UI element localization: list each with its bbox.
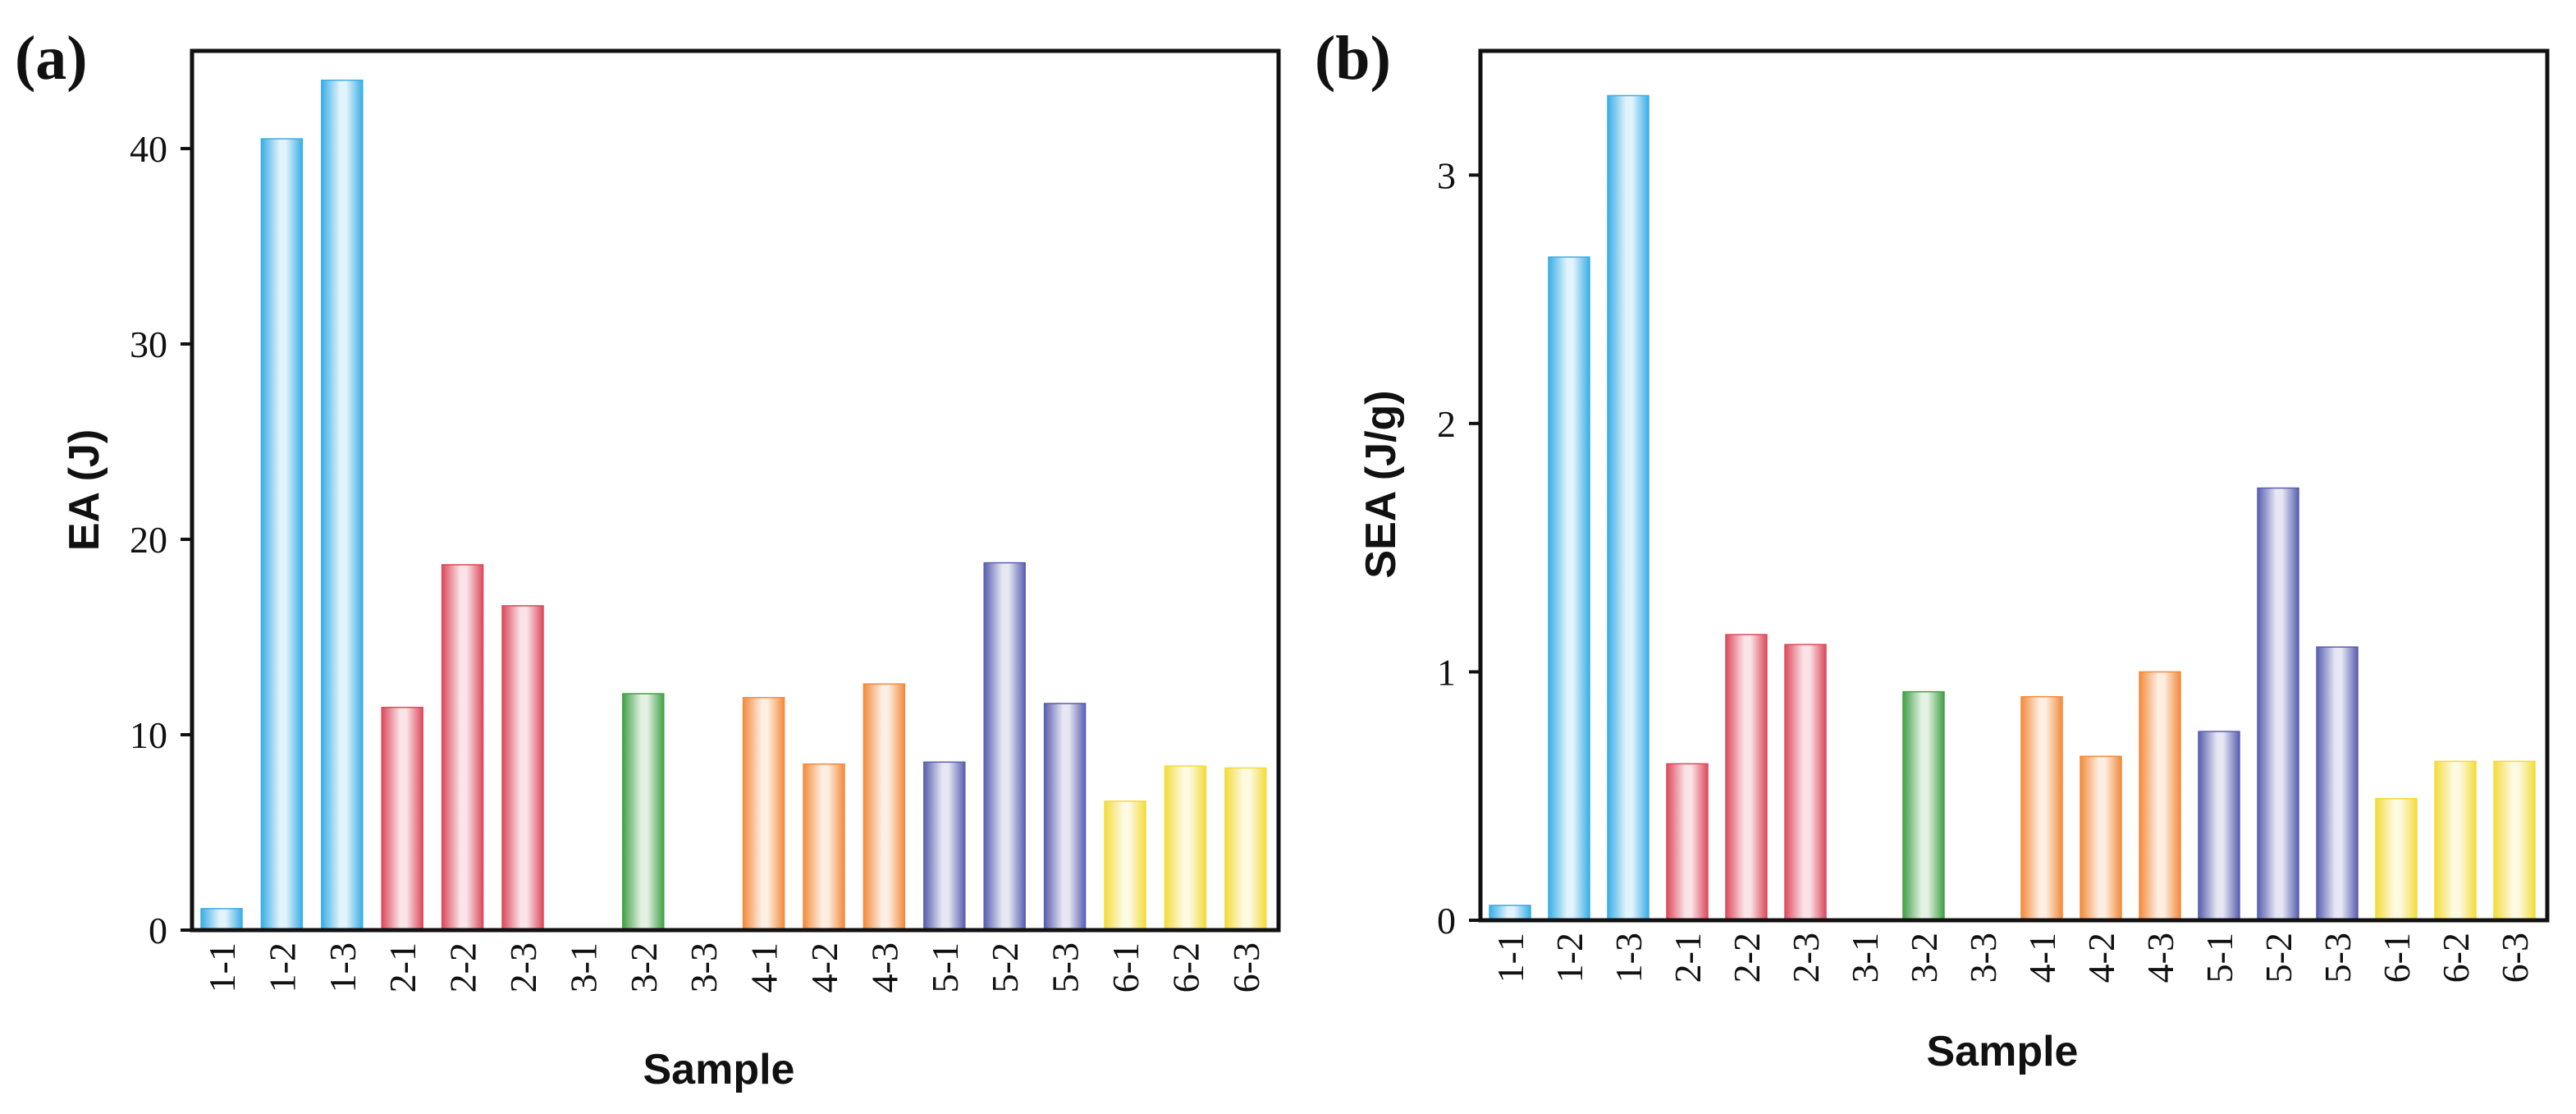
x-tick-label-3-3: 3-3	[683, 942, 725, 993]
bar-6-3	[1224, 767, 1267, 931]
x-tick-label-2-3: 2-3	[502, 942, 544, 993]
x-tick-label-5-3: 5-3	[2317, 933, 2359, 983]
x-tick-label-1-2: 1-2	[1549, 933, 1590, 983]
panel-b-bars	[1489, 94, 2536, 921]
panel-a-chart: (a) 0 10 20 30 40 1-1 1-2 1-3 2-1 2-2 2-3 3-1 3-2 3-…	[15, 24, 1281, 1093]
x-tick-label-1-1: 1-1	[201, 942, 243, 993]
bar-5-2	[983, 562, 1026, 931]
panel-b-x-ticks: 1-1 1-2 1-3 2-1 2-2 2-3 3-1 3-2 3-3 4-1 4-2 4-3 5-1 5…	[1489, 933, 2536, 983]
x-tick-label-1-3: 1-3	[1608, 933, 1649, 983]
x-tick-label-1-3: 1-3	[322, 942, 364, 993]
x-tick-label-3-2: 3-2	[1903, 933, 1945, 983]
y-tick-label: 1	[1437, 651, 1456, 693]
bar-5-2	[2257, 487, 2299, 921]
x-tick-label-6-1: 6-1	[1105, 942, 1146, 993]
bar-1-2	[1548, 256, 1590, 921]
panel-b-label: (b)	[1315, 24, 1391, 93]
panel-a-plot-frame	[190, 48, 1281, 933]
bar-1-3	[321, 79, 364, 931]
bar-6-2	[2434, 760, 2477, 921]
bar-1-2	[260, 138, 304, 931]
bar-4-2	[2080, 755, 2122, 921]
x-tick-label-5-2: 5-2	[984, 942, 1026, 993]
x-tick-label-4-3: 4-3	[863, 942, 905, 993]
bar-6-3	[2493, 760, 2536, 921]
y-tick-label: 2	[1437, 403, 1456, 445]
bar-2-1	[1666, 763, 1709, 921]
bar-3-2	[622, 693, 665, 931]
x-tick-label-5-3: 5-3	[1045, 942, 1087, 993]
x-tick-label-6-2: 6-2	[1164, 942, 1206, 993]
x-tick-label-4-1: 4-1	[744, 942, 785, 993]
x-tick-label-2-1: 2-1	[382, 942, 423, 993]
panel-a-y-ticks: 0 10 20 30 40	[130, 128, 192, 951]
bar-1-3	[1607, 94, 1649, 921]
x-tick-label-4-2: 4-2	[2080, 933, 2122, 983]
bar-6-2	[1164, 765, 1207, 931]
x-tick-label-4-1: 4-1	[2021, 933, 2063, 983]
x-tick-label-6-2: 6-2	[2435, 933, 2477, 983]
x-tick-label-2-2: 2-2	[442, 942, 484, 993]
bar-4-3	[862, 683, 906, 931]
bar-2-3	[1784, 644, 1827, 921]
panel-b-chart: (b) 0 1 2 3 1-1 1-2 1-3 2-1 2-2 2-3 3-1 3-2 3-3 4-1 4…	[1315, 24, 2550, 1075]
bar-2-2	[441, 564, 484, 931]
panel-a-label: (a)	[15, 24, 88, 93]
y-tick-label: 20	[130, 519, 167, 561]
x-tick-label-1-1: 1-1	[1489, 933, 1531, 983]
bar-5-1	[2198, 731, 2240, 921]
x-tick-label-4-3: 4-3	[2139, 933, 2181, 983]
bar-2-3	[501, 605, 544, 931]
panel-b-x-axis-title: Sample	[1927, 1028, 2079, 1075]
y-tick-label: 0	[149, 910, 167, 951]
panel-a-x-axis-title: Sample	[643, 1046, 795, 1093]
y-tick-label: 3	[1437, 154, 1456, 196]
y-tick-label: 10	[130, 714, 167, 756]
panel-a-x-ticks: 1-1 1-2 1-3 2-1 2-2 2-3 3-1 3-2 3-3 4-1 4-2 4-3 5-1 5…	[201, 942, 1267, 993]
panel-b-plot-frame	[1478, 48, 2550, 923]
x-tick-label-3-1: 3-1	[1844, 933, 1886, 983]
x-tick-label-4-2: 4-2	[803, 942, 845, 993]
bar-4-2	[803, 763, 845, 931]
bar-1-1	[1489, 905, 1531, 921]
x-tick-label-6-3: 6-3	[2494, 933, 2536, 983]
bar-1-1	[200, 908, 243, 931]
x-tick-label-3-1: 3-1	[562, 942, 604, 993]
bar-5-3	[1043, 703, 1087, 931]
x-tick-label-6-3: 6-3	[1225, 942, 1267, 993]
panel-b-y-axis-title: SEA (J/g)	[1357, 390, 1405, 578]
x-tick-label-2-3: 2-3	[1785, 933, 1827, 983]
y-tick-label: 30	[130, 323, 167, 365]
bar-6-1	[2375, 797, 2418, 921]
panel-a-y-axis-title: EA (J)	[61, 429, 108, 551]
x-tick-label-3-2: 3-2	[623, 942, 665, 993]
bar-2-1	[381, 706, 423, 931]
x-tick-label-2-2: 2-2	[1726, 933, 1768, 983]
bar-5-1	[923, 761, 966, 931]
y-tick-label: 0	[1437, 900, 1456, 942]
panel-b-y-ticks: 0 1 2 3	[1437, 154, 1480, 942]
x-tick-label-6-1: 6-1	[2376, 933, 2418, 983]
bar-3-2	[1902, 690, 1945, 921]
x-tick-label-1-2: 1-2	[261, 942, 303, 993]
x-tick-label-5-1: 5-1	[2199, 933, 2240, 983]
bar-2-2	[1725, 634, 1768, 921]
x-tick-label-2-1: 2-1	[1667, 933, 1709, 983]
y-tick-label: 40	[130, 128, 167, 170]
x-tick-label-5-1: 5-1	[924, 942, 966, 993]
x-tick-label-3-3: 3-3	[1962, 933, 2004, 983]
bar-5-3	[2316, 646, 2359, 921]
bar-4-3	[2139, 671, 2181, 921]
panel-a-bars	[200, 79, 1267, 931]
bar-4-1	[2020, 695, 2063, 921]
bar-6-1	[1104, 800, 1146, 931]
x-tick-label-5-2: 5-2	[2258, 933, 2299, 983]
bar-4-1	[742, 697, 785, 931]
